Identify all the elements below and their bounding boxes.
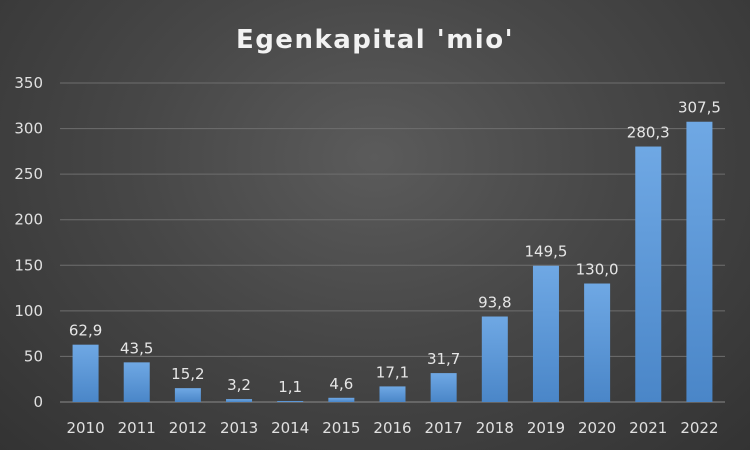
bar-2012 xyxy=(174,388,201,402)
x-tick-label-2011: 2011 xyxy=(118,419,156,437)
x-tick-label-2010: 2010 xyxy=(66,419,104,437)
bar-2019 xyxy=(532,265,559,402)
data-label-2016: 17,1 xyxy=(376,363,409,381)
data-label-2020: 130,0 xyxy=(576,261,619,279)
x-tick-label-2016: 2016 xyxy=(373,419,411,437)
y-tick-label: 100 xyxy=(14,302,43,320)
bars xyxy=(72,121,713,402)
x-tick-label-2019: 2019 xyxy=(527,419,565,437)
bar-2020 xyxy=(584,283,611,402)
bar-2016 xyxy=(379,386,406,402)
bar-2017 xyxy=(430,373,457,402)
x-tick-label-2020: 2020 xyxy=(578,419,616,437)
gridlines xyxy=(60,82,725,403)
y-tick-label: 250 xyxy=(14,165,43,183)
bar-2021 xyxy=(635,146,662,402)
bar-2018 xyxy=(481,316,508,402)
y-tick-label: 350 xyxy=(14,74,43,92)
data-label-2019: 149,5 xyxy=(524,243,567,261)
data-labels: 62,9 43,5 15,2 3,2 1,1 4,6 17,1 31,7 93,8 149,5 13… xyxy=(69,99,721,396)
x-tick-label-2018: 2018 xyxy=(476,419,514,437)
data-label-2022: 307,5 xyxy=(678,99,721,117)
y-tick-label: 150 xyxy=(14,256,43,274)
data-label-2012: 15,2 xyxy=(171,365,204,383)
y-axis-ticks: 0 50 100 150 200 250 300 350 xyxy=(14,74,43,411)
x-tick-label-2014: 2014 xyxy=(271,419,309,437)
data-label-2015: 4,6 xyxy=(329,375,353,393)
chart-title: Egenkapital 'mio' xyxy=(236,25,514,55)
bar-2015 xyxy=(328,397,355,402)
bar-2011 xyxy=(123,362,150,402)
bar-2014 xyxy=(277,400,304,402)
data-label-2010: 62,9 xyxy=(69,322,102,340)
bar-2010 xyxy=(72,344,99,402)
y-tick-label: 300 xyxy=(14,120,43,138)
bar-2022 xyxy=(686,121,713,402)
data-label-2018: 93,8 xyxy=(478,294,511,312)
x-tick-label-2013: 2013 xyxy=(220,419,258,437)
data-label-2017: 31,7 xyxy=(427,350,460,368)
bar-2013 xyxy=(226,399,253,402)
x-tick-label-2015: 2015 xyxy=(322,419,360,437)
y-tick-label: 0 xyxy=(33,393,43,411)
x-tick-label-2012: 2012 xyxy=(169,419,207,437)
data-label-2014: 1,1 xyxy=(278,378,302,396)
x-tick-label-2022: 2022 xyxy=(680,419,718,437)
data-label-2011: 43,5 xyxy=(120,339,153,357)
x-axis-ticks: 2010 2011 2012 2013 2014 2015 2016 2017 2018 2019… xyxy=(66,419,718,437)
x-tick-label-2017: 2017 xyxy=(425,419,463,437)
data-label-2021: 280,3 xyxy=(627,124,670,142)
data-label-2013: 3,2 xyxy=(227,376,251,394)
y-tick-label: 200 xyxy=(14,211,43,229)
x-tick-label-2021: 2021 xyxy=(629,419,667,437)
y-tick-label: 50 xyxy=(24,347,43,365)
